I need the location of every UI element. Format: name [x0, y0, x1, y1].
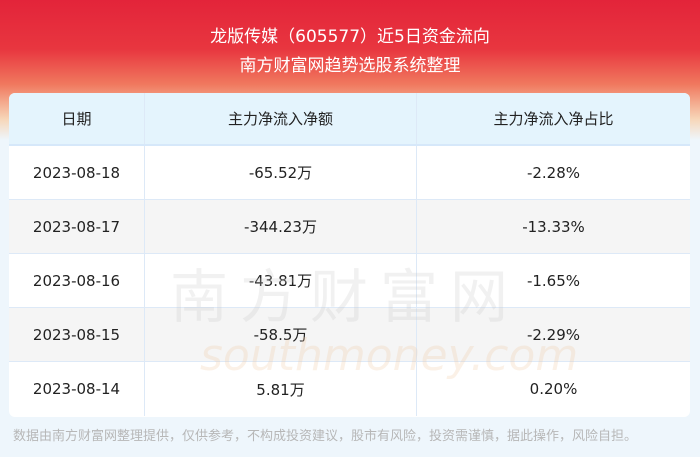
cell-date: 2023-08-16 [9, 254, 145, 307]
table-header: 日期 主力净流入净额 主力净流入净占比 [9, 93, 690, 146]
cell-net-ratio: -2.29% [526, 325, 581, 344]
table-row: 2023-08-17 -344.23万 -13.33% [9, 200, 690, 254]
column-header-date: 日期 [9, 93, 145, 144]
cell-net-amount: -344.23万 [145, 200, 417, 253]
table-row: 2023-08-16 -43.81万 -1.65% [9, 254, 690, 308]
cell-net-amount: -65.52万 [145, 146, 417, 199]
page-subtitle: 南方财富网趋势选股系统整理 [239, 56, 461, 76]
cell-date: 2023-08-15 [9, 308, 145, 361]
cell-net-ratio: -13.33% [522, 217, 585, 236]
disclaimer: 数据由南方财富网整理提供，仅供参考，不构成投资建议，股市有风险，投资需谨慎，据此… [13, 429, 638, 444]
cell-net-ratio: 0.20% [529, 380, 578, 398]
table-row: 2023-08-15 -58.5万 -2.29% [9, 308, 690, 362]
watermark-logo: 南方财富网 [170, 263, 521, 331]
table-row: 2023-08-14 5.81万 0.20% [9, 362, 690, 416]
table-row: 2023-08-18 -65.52万 -2.28% [9, 146, 690, 200]
column-header-net-ratio: 主力净流入净占比 [493, 110, 614, 128]
cell-date: 2023-08-17 [9, 200, 145, 253]
page-title: 龙版传媒（605577）近5日资金流向 [210, 27, 490, 47]
cell-net-amount: 5.81万 [145, 362, 417, 416]
cell-net-ratio: -2.28% [526, 163, 581, 182]
fund-flow-table: 日期 主力净流入净额 主力净流入净占比 2023-08-18 -65.52万 -… [9, 93, 690, 417]
watermark-url: southmoney.com [200, 330, 579, 381]
cell-net-ratio: -1.65% [526, 271, 581, 290]
cell-net-amount: -58.5万 [145, 308, 417, 361]
column-header-net-amount: 主力净流入净额 [145, 93, 417, 144]
cell-date: 2023-08-14 [9, 362, 145, 416]
cell-date: 2023-08-18 [9, 146, 145, 199]
cell-net-amount: -43.81万 [145, 254, 417, 307]
